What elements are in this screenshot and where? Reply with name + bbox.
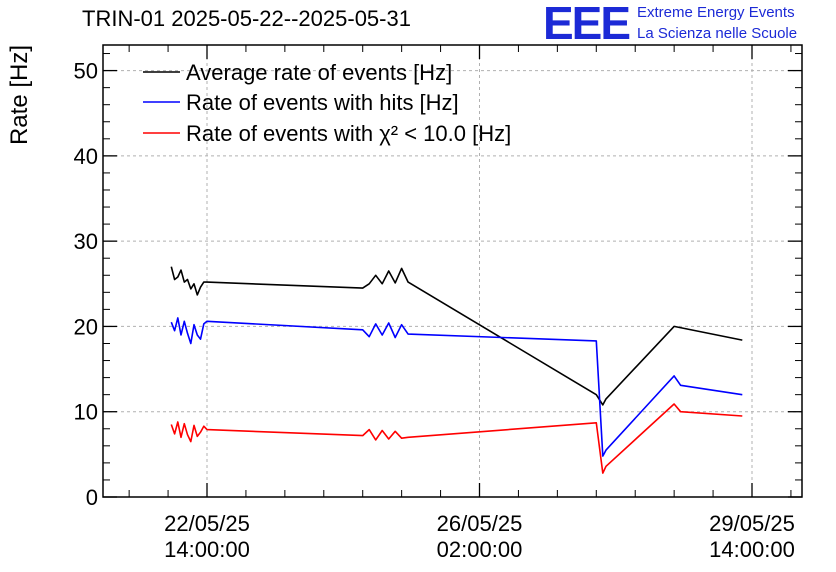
series-line-2 [170, 317, 743, 457]
y-axis-label: Rate [Hz] [6, 45, 33, 145]
series-line-3 [170, 403, 743, 474]
legend-label-1: Average rate of events [Hz] [186, 60, 452, 85]
plot-frame [102, 44, 803, 498]
legend-label-3: Rate of events with χ² < 10.0 [Hz] [186, 121, 511, 146]
y-tick-label: 20 [74, 314, 98, 339]
y-tick-label: 10 [74, 400, 98, 425]
y-tick-label: 40 [74, 144, 98, 169]
legend-label-2: Rate of events with hits [Hz] [186, 90, 459, 115]
x-tick-label-time: 14:00:00 [709, 537, 795, 562]
x-tick-label-date: 29/05/25 [709, 511, 795, 536]
x-tick-label-date: 22/05/25 [164, 511, 250, 536]
series-line-1 [170, 266, 743, 406]
chart-title: TRIN-01 2025-05-22--2025-05-31 [82, 6, 411, 31]
x-tick-label-time: 14:00:00 [164, 537, 250, 562]
eee-logo: EEE [543, 0, 631, 49]
x-tick-label-date: 26/05/25 [437, 511, 523, 536]
logo-text-line1: Extreme Energy Events [637, 4, 795, 21]
axis-labels: 0102030405022/05/2514:00:0026/05/2502:00… [6, 45, 795, 562]
logo-text-line2: La Scienza nelle Scuole [637, 25, 798, 42]
x-tick-label-time: 02:00:00 [437, 537, 523, 562]
legend: Average rate of events [Hz] Rate of event… [143, 60, 511, 146]
y-tick-label: 50 [74, 59, 98, 84]
y-tick-label: 30 [74, 229, 98, 254]
series-layer [170, 266, 743, 474]
axis-ticks [103, 45, 802, 498]
y-tick-label: 0 [86, 485, 98, 510]
